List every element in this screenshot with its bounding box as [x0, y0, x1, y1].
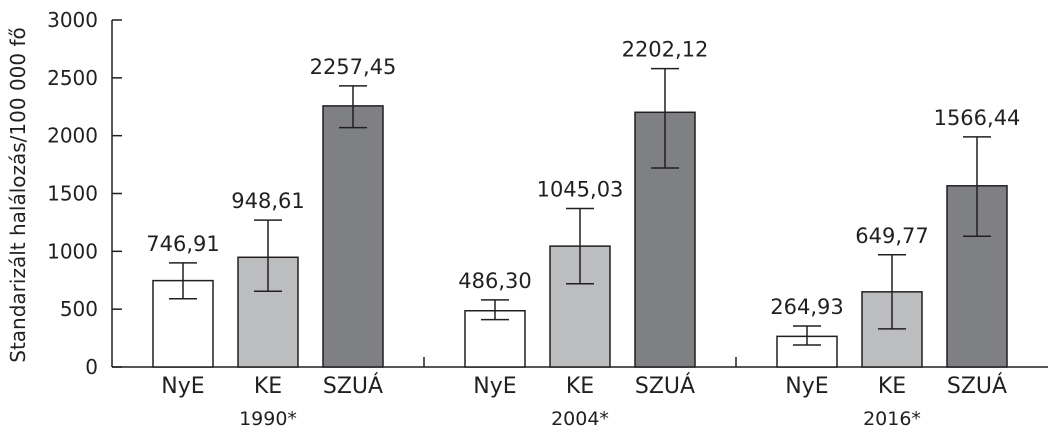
category-label: SZUÁ — [635, 373, 695, 399]
bars: 746,91 948,61 2257,45 486,30 1045,03 2202,12 2… — [146, 38, 1021, 368]
category-label: NyE — [473, 374, 516, 399]
y-tick-label: 2500 — [47, 66, 98, 90]
y-tick-label: 2000 — [47, 124, 98, 148]
data-label: 264,93 — [770, 295, 843, 319]
category-label: SZUÁ — [947, 373, 1007, 399]
data-label: 486,30 — [458, 269, 531, 293]
y-tick-label: 0 — [85, 355, 98, 379]
y-axis-label: Standarizált halálozás/100 000 fő — [6, 27, 30, 363]
category-label: KE — [254, 374, 282, 399]
data-label: 649,77 — [855, 224, 928, 248]
group-label: 2016* — [863, 408, 921, 430]
category-label: KE — [566, 374, 594, 399]
y-tick-label: 1500 — [47, 182, 98, 206]
category-label: NyE — [785, 374, 828, 399]
y-tick-label: 3000 — [47, 8, 98, 32]
category-label: KE — [878, 374, 906, 399]
y-tick-label: 500 — [60, 297, 98, 321]
data-label: 2257,45 — [310, 55, 397, 79]
y-tick-label: 1000 — [47, 239, 98, 263]
group-label: 1990* — [239, 408, 297, 430]
bar-szuá-1990 — [322, 105, 384, 368]
data-label: 948,61 — [231, 189, 304, 213]
group-label: 2004* — [551, 408, 609, 430]
category-label: SZUÁ — [323, 373, 383, 399]
y-ticks: 0 500 1000 1500 2000 2500 3000 — [47, 8, 122, 379]
x-labels: NyE KE SZUÁ 1990* NyE KE SZUÁ 2004* NyE KE SZUÁ 201… — [161, 357, 1007, 430]
category-label: NyE — [161, 374, 204, 399]
data-label: 746,91 — [146, 232, 219, 256]
data-label: 1045,03 — [537, 178, 624, 202]
data-label: 2202,12 — [622, 38, 709, 62]
data-label: 1566,44 — [934, 106, 1021, 130]
